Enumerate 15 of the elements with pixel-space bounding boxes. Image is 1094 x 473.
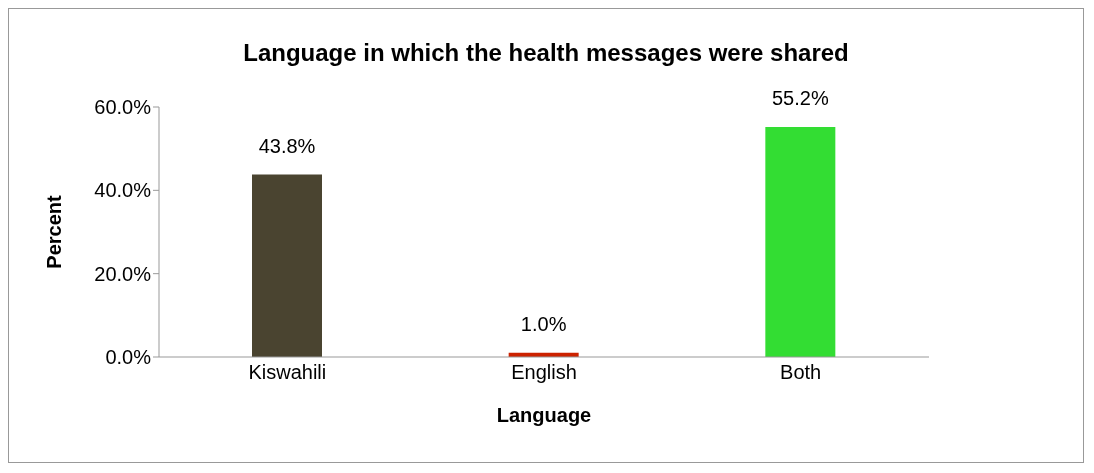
x-tick-label: Kiswahili — [248, 361, 327, 384]
chart-title: Language in which the health messages were shared — [242, 39, 850, 67]
data-label: 43.8% — [258, 134, 316, 157]
y-tick-label: 20.0% — [94, 262, 152, 285]
y-tick-label: 0.0% — [105, 346, 152, 369]
bar — [252, 174, 322, 357]
data-label: 55.2% — [771, 87, 829, 109]
y-tick-label: 60.0% — [94, 96, 152, 119]
x-tick-label: Both — [780, 361, 822, 384]
y-axis-title: Percent — [43, 194, 66, 269]
x-axis-title: Language — [496, 404, 592, 426]
y-tick-label: 40.0% — [94, 179, 152, 202]
data-label: 1.0% — [520, 312, 567, 335]
bar — [765, 127, 836, 357]
x-tick-label: English — [511, 361, 577, 384]
